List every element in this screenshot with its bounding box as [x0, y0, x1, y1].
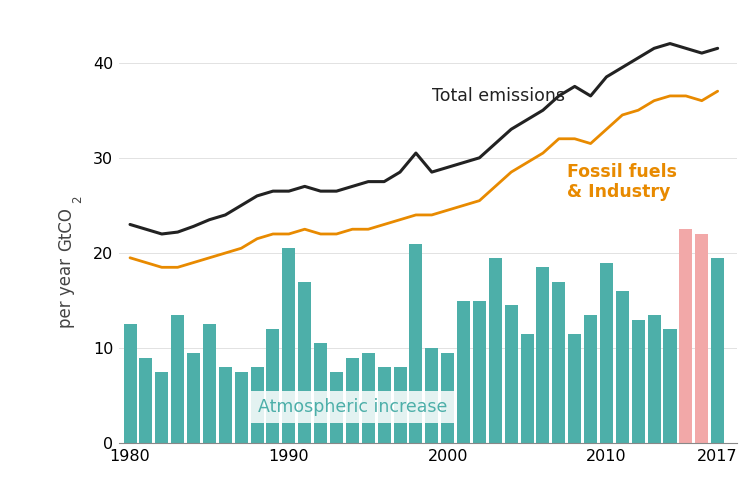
Bar — [299, 282, 311, 444]
Bar — [553, 282, 566, 444]
Bar — [394, 367, 406, 444]
Bar — [250, 367, 264, 444]
Bar — [282, 248, 296, 444]
Bar — [711, 258, 724, 444]
Bar — [425, 348, 438, 444]
Bar — [473, 301, 486, 444]
Text: per year: per year — [57, 259, 75, 329]
Bar — [648, 315, 661, 444]
Bar — [155, 372, 168, 444]
Bar — [600, 262, 613, 444]
Bar — [664, 329, 676, 444]
Bar — [346, 358, 359, 444]
Text: 2: 2 — [71, 195, 84, 203]
Bar — [632, 319, 645, 444]
Bar — [457, 301, 470, 444]
Bar — [569, 334, 581, 444]
Bar — [266, 329, 280, 444]
Bar — [504, 306, 518, 444]
Bar — [441, 353, 454, 444]
Bar — [378, 367, 391, 444]
Bar — [616, 291, 629, 444]
Text: GtCO: GtCO — [57, 207, 75, 251]
Bar — [139, 358, 152, 444]
Bar — [584, 315, 597, 444]
Bar — [520, 334, 534, 444]
Bar — [536, 267, 550, 444]
Bar — [314, 343, 327, 444]
Bar — [203, 324, 216, 444]
Text: Atmospheric increase: Atmospheric increase — [258, 398, 447, 416]
Bar — [409, 243, 422, 444]
Bar — [362, 353, 375, 444]
Bar — [679, 229, 692, 444]
Bar — [187, 353, 200, 444]
Bar — [489, 258, 502, 444]
Text: Total emissions: Total emissions — [432, 87, 565, 105]
Text: Fossil fuels
& Industry: Fossil fuels & Industry — [567, 162, 677, 201]
Bar — [695, 234, 708, 444]
Bar — [171, 315, 184, 444]
Bar — [234, 372, 248, 444]
Bar — [219, 367, 231, 444]
Bar — [330, 372, 343, 444]
Bar — [124, 324, 136, 444]
